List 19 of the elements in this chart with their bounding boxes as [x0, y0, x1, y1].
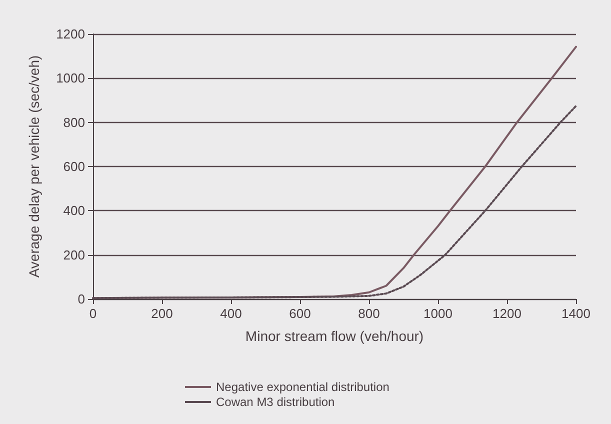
- x-tick-label: 200: [151, 306, 173, 321]
- y-tick-label: 1000: [56, 70, 85, 86]
- x-tick-label: 800: [358, 306, 380, 321]
- y-tick-label: 200: [63, 247, 85, 262]
- legend-label: Cowan M3 distribution: [216, 395, 335, 409]
- x-axis-title: Minor stream flow (veh/hour): [245, 328, 424, 344]
- x-tick-label: 0: [89, 306, 97, 321]
- x-tick-label: 400: [220, 306, 242, 321]
- x-tick-label: 1400: [562, 306, 590, 321]
- y-tick-label: 600: [63, 159, 85, 174]
- legend-label: Negative exponential distribution: [216, 380, 390, 394]
- y-tick-label: 0: [78, 292, 85, 306]
- y-axis-title: Average delay per vehicle (sec/veh): [26, 55, 42, 278]
- y-tick-label: 400: [63, 203, 85, 218]
- y-tick-label: 1200: [56, 26, 85, 42]
- x-tick-label: 1200: [492, 306, 522, 321]
- x-tick-label: 1000: [424, 306, 452, 321]
- y-tick-label: 800: [63, 114, 85, 130]
- x-tick-label: 600: [289, 306, 311, 321]
